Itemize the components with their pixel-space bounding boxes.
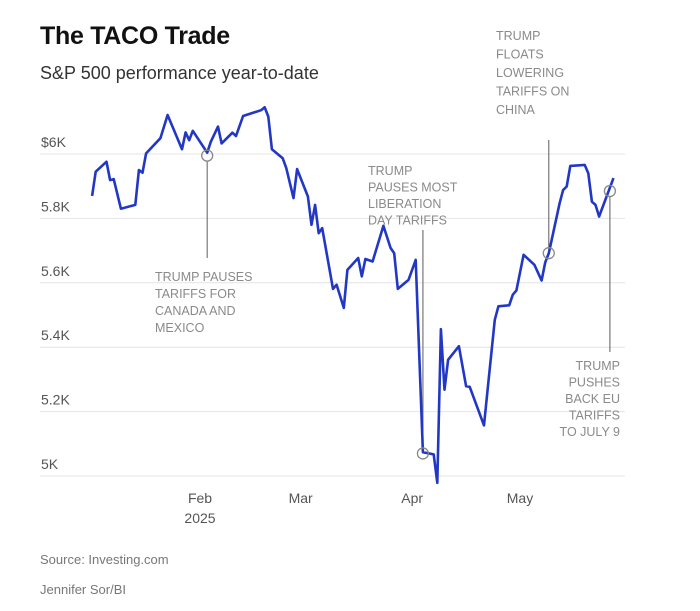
annotation-text: LOWERING [496, 66, 564, 80]
y-tick-label: 5.8K [41, 198, 70, 214]
annotation-text: BACK EU [565, 392, 620, 406]
annotation-text: MEXICO [155, 321, 205, 335]
annotation-text: CHINA [496, 103, 536, 117]
annotation-marker [416, 447, 430, 460]
x-tick-label: Feb [188, 490, 212, 506]
sp500-series-line [90, 106, 615, 485]
y-axis-labels: 5K 5.2K 5.4K 5.6K 5.8K $6K [41, 134, 70, 472]
annotation-text: TRUMP [368, 164, 412, 178]
line-chart: 5K 5.2K 5.4K 5.6K 5.8K $6K Feb 2025 Mar Apr May T… [40, 29, 625, 526]
chart-title: The TACO Trade [40, 22, 230, 50]
annotation-text: LIBERATION [368, 197, 441, 211]
x-axis-labels: Feb 2025 Mar Apr May [184, 490, 533, 526]
annotation-text: TRUMP [576, 359, 620, 373]
source-note: Source: Investing.com [40, 552, 169, 567]
annotations: TRUMP PAUSES TARIFFS FOR CANADA AND MEXICO T… [155, 29, 620, 460]
annotation-marker [542, 247, 555, 260]
annotation-text: TARIFFS [569, 409, 620, 423]
credit-note: Jennifer Sor/BI [40, 582, 126, 597]
y-tick-label: $6K [41, 134, 67, 150]
annotation-text: TO JULY 9 [560, 425, 620, 439]
annotation-marker [201, 149, 214, 162]
chart-subtitle: S&P 500 performance year-to-date [40, 63, 319, 83]
annotation-text: TRUMP PAUSES [155, 270, 252, 284]
y-tick-label: 5K [41, 456, 59, 472]
annotation-text: TRUMP [496, 29, 540, 43]
x-tick-label: May [507, 490, 533, 506]
x-tick-label: Apr [401, 490, 423, 506]
y-tick-label: 5.6K [41, 263, 70, 279]
annotation-marker [603, 184, 617, 198]
annotation-text: FLOATS [496, 48, 544, 62]
gridlines [40, 153, 625, 477]
x-tick-label: Mar [289, 490, 313, 506]
annotation-text: CANADA AND [155, 304, 236, 318]
x-tick-sublabel: 2025 [184, 510, 215, 526]
annotation-text: TARIFFS ON [496, 85, 569, 99]
annotation-leaders [206, 140, 611, 448]
annotation-text: PUSHES [569, 376, 620, 390]
y-tick-label: 5.4K [41, 327, 70, 343]
annotation-text: DAY TARIFFS [368, 214, 447, 228]
annotation-text: PAUSES MOST [368, 181, 458, 195]
annotation-text: TARIFFS FOR [155, 287, 236, 301]
y-tick-label: 5.2K [41, 392, 70, 408]
